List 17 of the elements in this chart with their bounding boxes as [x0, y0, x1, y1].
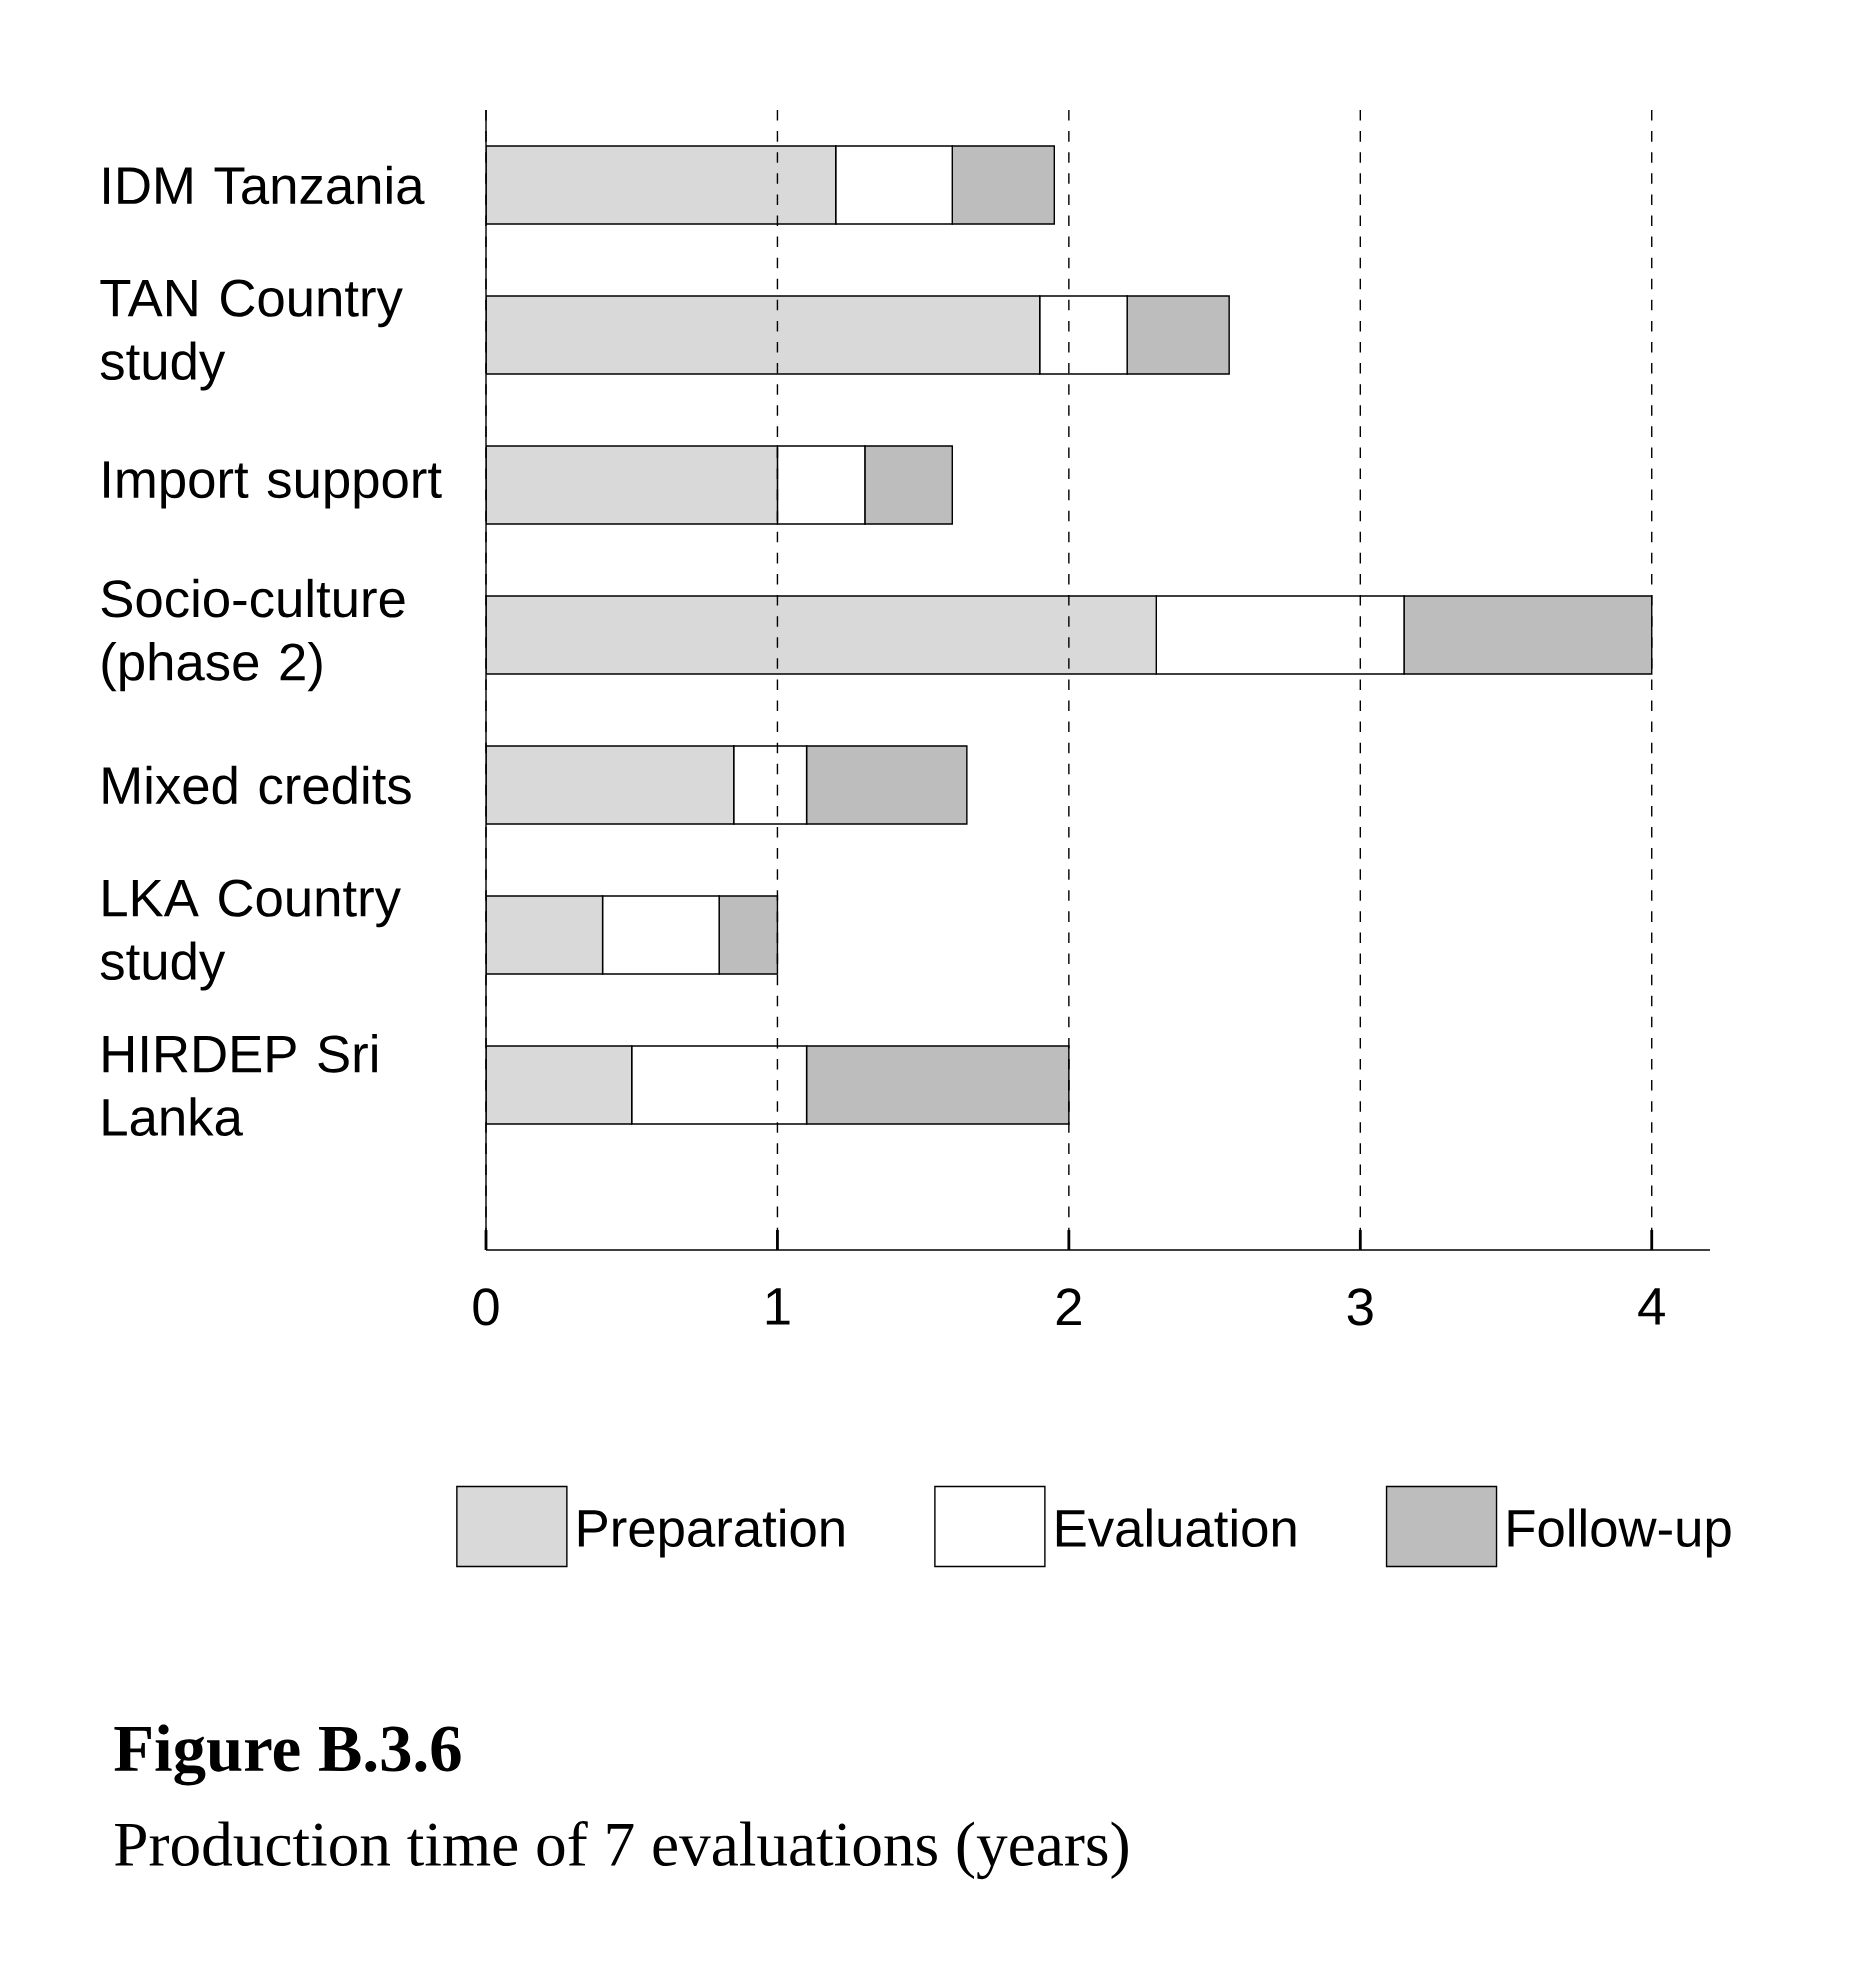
y-tick-label: LKA Country study	[100, 879, 401, 991]
y-tick-label: HIRDEP Sri Lanka	[103, 1034, 377, 1136]
y-tick-label: Import support	[104, 461, 442, 509]
x-tick-label: 3	[1347, 1288, 1373, 1326]
x-tick-label: 0	[473, 1288, 499, 1326]
y-tick-label: TAN Country study	[100, 279, 403, 391]
legend-label: Preparation	[578, 1508, 844, 1558]
text: Production time of 7 evaluations (years)	[115, 1820, 1128, 1880]
y-tick-label: Socio-culture (phase 2)	[101, 578, 405, 692]
text: Figure B.3.6	[114, 1724, 461, 1786]
x-tick-label: 1	[766, 1288, 790, 1325]
legend-label: Follow-up	[1508, 1508, 1731, 1558]
x-tick-label: 4	[1638, 1288, 1665, 1325]
y-tick-label: IDM Tanzania	[104, 165, 425, 205]
legend-label: Evaluation	[1056, 1508, 1296, 1548]
x-tick-label: 2	[1056, 1288, 1081, 1326]
y-tick-label: Mixed credits	[103, 765, 411, 805]
